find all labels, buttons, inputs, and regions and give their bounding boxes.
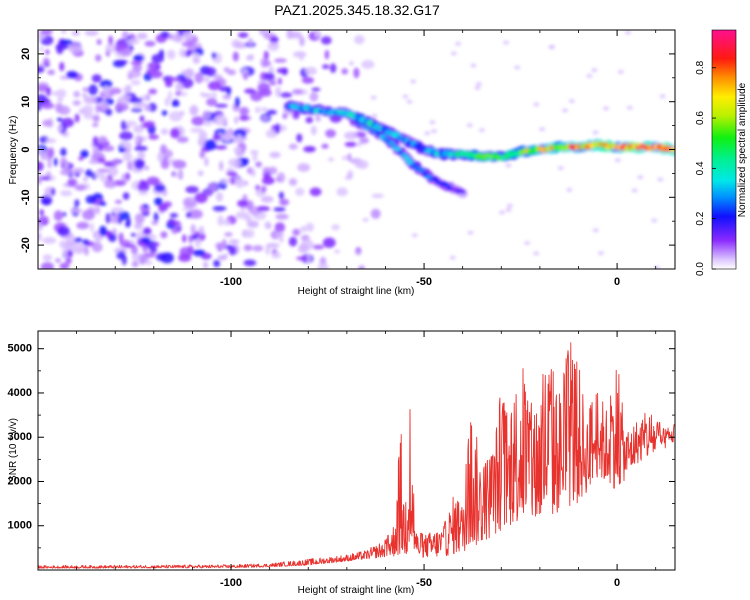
spectrogram-y-tick-label: 20	[20, 48, 32, 60]
spectrogram-heatmap	[38, 30, 675, 269]
snr-panel: -100 -50 0 1000 2000 3000 4000 5000 Height of …	[8, 330, 676, 596]
spectrogram-y-tick-label: 10	[20, 96, 32, 108]
snr-y-tick-label: 1000	[8, 520, 32, 532]
snr-x-axis: -100 -50 0	[37, 331, 657, 589]
snr-y-tick-label: 4000	[8, 387, 32, 399]
snr-x-tick-label: -100	[220, 577, 242, 589]
colorbar: 0.0 0.2 0.4 0.6 0.8 Normalized spectral ampl…	[695, 29, 748, 276]
spectrogram-y-tick-label: 0	[20, 146, 32, 152]
spectrogram-y-axis: 20 10 0 -10 -20	[20, 29, 675, 270]
snr-x-tick-label: 0	[614, 577, 620, 589]
snr-y-tick-label: 5000	[8, 343, 32, 355]
colorbar-tick-label: 0.6	[695, 111, 706, 125]
chart-title: PAZ1.2025.345.18.32.G17	[274, 2, 440, 18]
colorbar-tick-label: 0.0	[695, 262, 706, 276]
spectrogram-x-tick-label: -100	[220, 276, 242, 288]
snr-frame	[37, 330, 676, 571]
snr-y-tick-label: 3000	[8, 431, 32, 443]
snr-y-tick-label: 2000	[8, 475, 32, 487]
spectrogram-y-label: Frequency (Hz)	[8, 116, 19, 185]
spectrogram-y-tick-label: -20	[20, 237, 32, 253]
colorbar-tick-label: 0.4	[695, 161, 706, 175]
snr-x-tick-label: -50	[416, 577, 432, 589]
colorbar-ticks: 0.0 0.2 0.4 0.6 0.8	[695, 60, 716, 276]
spectrogram-x-tick-label: 0	[614, 276, 620, 288]
snr-x-label: Height of straight line (km)	[298, 585, 415, 596]
colorbar-tick-label: 0.8	[695, 60, 706, 74]
spectrogram-panel: -100 -50 0 20 10 0 -10 -20 Height of straight …	[8, 29, 676, 297]
spectrogram-x-tick-label: -50	[416, 276, 432, 288]
colorbar-gradient	[712, 30, 736, 269]
colorbar-frame	[711, 29, 737, 270]
colorbar-label: Normalized spectral amplitude	[737, 82, 748, 217]
spectrogram-x-label: Height of straight line (km)	[298, 286, 415, 297]
snr-series-line	[38, 342, 675, 569]
spectrogram-x-axis: -100 -50 0	[37, 30, 657, 288]
snr-y-label: SNR (10 * v/v)	[8, 418, 19, 482]
spectrogram-y-tick-label: -10	[20, 189, 32, 205]
snr-y-axis: 1000 2000 3000 4000 5000	[8, 343, 675, 571]
colorbar-tick-label: 0.2	[695, 211, 706, 225]
